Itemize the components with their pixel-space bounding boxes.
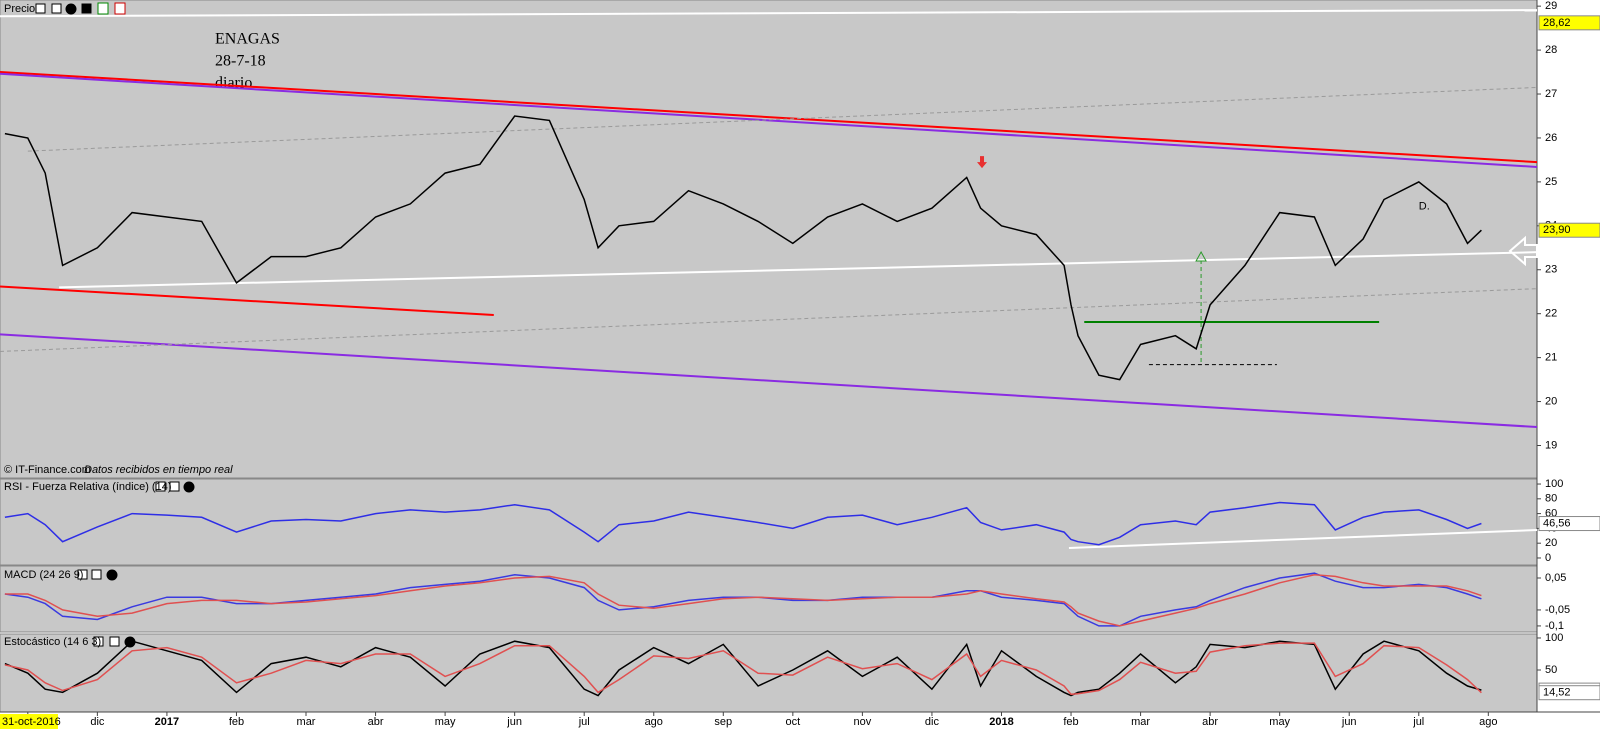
icon[interactable] — [109, 636, 120, 647]
y-tick-label: 29 — [1545, 0, 1557, 12]
trend-line — [1068, 529, 1538, 549]
icon[interactable] — [51, 3, 62, 14]
icon[interactable] — [91, 569, 102, 580]
x-tick-label: jun — [506, 716, 522, 728]
icon[interactable] — [169, 481, 180, 492]
x-tick-label: may — [1269, 716, 1290, 728]
marker-label: 28,62 — [1543, 17, 1571, 29]
y-tick-label: 26 — [1545, 132, 1557, 144]
series-line — [4, 115, 1482, 381]
y-tick-label: 20 — [1545, 395, 1557, 407]
stoch-panel — [0, 633, 1538, 713]
trend-line — [0, 288, 1538, 352]
annotation: 28-7-18 — [215, 53, 266, 70]
y-tick-label: -0,05 — [1545, 604, 1570, 616]
x-tick-label: ago — [645, 716, 663, 728]
trend-line — [0, 333, 1538, 429]
x-tick-label: feb — [1063, 716, 1078, 728]
icon[interactable] — [93, 636, 104, 647]
last-value-label: 23,90 — [1543, 224, 1571, 236]
icon[interactable] — [65, 3, 77, 15]
y-tick-label: 100 — [1545, 478, 1563, 490]
x-tick-label: 2018 — [989, 716, 1013, 728]
trend-line — [0, 285, 494, 317]
y-tick-label: 0 — [1545, 552, 1551, 564]
last-value-label: 46,56 — [1543, 517, 1571, 529]
y-tick-label: 0,05 — [1545, 572, 1566, 584]
y-tick-label: 50 — [1545, 664, 1557, 676]
rsi-panel — [0, 478, 1538, 566]
x-tick-label: ago — [1479, 716, 1497, 728]
price-panel — [0, 0, 1538, 479]
trend-line — [0, 71, 1538, 164]
x-tick-label: dic — [925, 716, 940, 728]
y-tick-label: 80 — [1545, 493, 1557, 505]
annotation: ENAGAS — [215, 31, 280, 48]
y-tick-label: 23 — [1545, 264, 1557, 276]
x-tick-label: 2017 — [155, 716, 179, 728]
panel-title: Precio — [4, 3, 35, 15]
panel-title: Estocástico (14 6 3) — [4, 636, 101, 648]
icon[interactable] — [81, 3, 92, 14]
icon[interactable] — [35, 3, 46, 14]
series-line — [4, 642, 1482, 696]
x-tick-label: 31-oct-2016 — [2, 716, 61, 728]
x-tick-label: sep — [714, 716, 732, 728]
last-value-label-bg — [1538, 222, 1600, 238]
y-tick-label: 100 — [1545, 632, 1563, 644]
x-tick-label: abr — [368, 716, 384, 728]
x-tick-label: mar — [1131, 716, 1150, 728]
y-tick-label: 27 — [1545, 88, 1557, 100]
x-tick-label: abr — [1202, 716, 1218, 728]
icon[interactable] — [97, 2, 109, 15]
y-tick-label: 20 — [1545, 537, 1557, 549]
y-tick-label: 19 — [1545, 439, 1557, 451]
trend-line — [0, 9, 1538, 18]
source-note: Datos recibidos en tiempo real — [84, 464, 233, 476]
y-tick-label: 21 — [1545, 352, 1557, 364]
x-tick-label: jul — [578, 716, 590, 728]
x-tick-label: feb — [229, 716, 244, 728]
y-tick-label: -0,1 — [1545, 620, 1564, 632]
last-value-label: 14,52 — [1543, 687, 1571, 699]
x-tick-label: jul — [1412, 716, 1424, 728]
macd-panel — [0, 565, 1538, 633]
icon[interactable] — [106, 569, 118, 581]
icon[interactable] — [77, 569, 88, 580]
panel-title: RSI - Fuerza Relativa (índice) (14) — [4, 481, 172, 493]
trend-line — [0, 72, 1538, 168]
last-value-label-bg — [1538, 516, 1600, 532]
icon[interactable] — [114, 2, 126, 15]
last-value-label-bg — [1538, 685, 1600, 701]
icon[interactable] — [183, 481, 195, 493]
y-tick-label: 28 — [1545, 44, 1557, 56]
y-tick-label: 25 — [1545, 176, 1557, 188]
y-tick-label: 22 — [1545, 308, 1557, 320]
x-tick-label: jun — [1341, 716, 1357, 728]
panel-title: MACD (24 26 9) — [4, 569, 83, 581]
x-tick-label: mar — [297, 716, 316, 728]
trend-line — [59, 251, 1538, 289]
signal-triangle — [1195, 250, 1207, 262]
toolbar-icons — [35, 2, 195, 648]
signal-arrow — [977, 156, 988, 169]
series-line — [4, 574, 1482, 627]
marker-label-bg — [1538, 15, 1600, 31]
x-tick-label: oct — [785, 716, 800, 728]
icon[interactable] — [155, 481, 166, 492]
series-line — [4, 501, 1482, 546]
arrow-icon — [1508, 235, 1538, 267]
x-label-highlight — [0, 714, 58, 729]
x-tick-label: dic — [90, 716, 105, 728]
source: © IT-Finance.com — [4, 464, 91, 476]
x-tick-label: nov — [854, 716, 872, 728]
signal-text: D. — [1419, 200, 1430, 212]
x-tick-label: may — [435, 716, 456, 728]
